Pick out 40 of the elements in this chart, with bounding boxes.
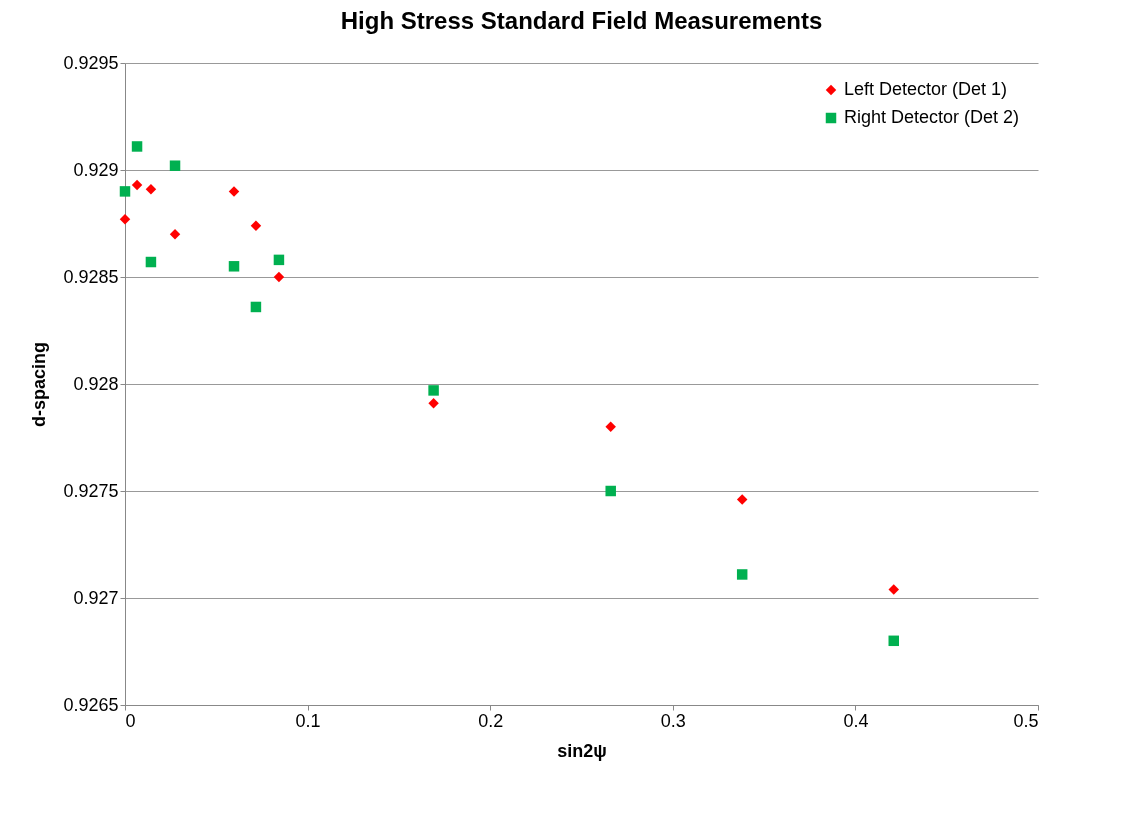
point: [169, 228, 181, 240]
y-tick-label: 0.928: [73, 373, 119, 394]
point: [605, 421, 616, 433]
x-tick-label: 0.3: [660, 710, 686, 731]
x-tick-label: 0: [125, 710, 136, 731]
y-tick-label: 0.9285: [63, 266, 119, 287]
y-tick-label: 0.9275: [63, 480, 119, 501]
point: [228, 186, 240, 197]
x-tick-label: 0.5: [1013, 710, 1039, 731]
point: [169, 160, 181, 171]
x-tick-label: 0.1: [295, 710, 321, 731]
point: [273, 271, 285, 283]
point: [131, 141, 143, 152]
point: [250, 220, 262, 231]
point: [273, 254, 285, 266]
point: [145, 184, 157, 195]
x-axis-title: sin2ψ: [557, 740, 607, 761]
legend-label: Left Detector (Det 1): [844, 79, 1008, 99]
point: [736, 494, 748, 505]
y-tick-label: 0.9295: [63, 52, 119, 73]
point: [119, 213, 131, 225]
point: [145, 256, 157, 268]
x-tick-label: 0.2: [478, 710, 504, 731]
point: [131, 179, 143, 191]
point: [888, 635, 899, 647]
point: [428, 398, 439, 409]
point: [228, 261, 240, 272]
point: [736, 569, 748, 580]
point: [119, 186, 131, 197]
x-tick-label: 0.4: [843, 710, 869, 731]
y-tick-label: 0.927: [73, 587, 119, 608]
point: [250, 301, 262, 313]
y-tick-label: 0.929: [73, 159, 119, 180]
y-tick-label: 0.9265: [63, 694, 119, 715]
point: [428, 385, 439, 396]
y-axis-title: d-spacing: [29, 341, 50, 428]
chart-title: High Stress Standard Field Measurements: [340, 7, 823, 34]
legend-label: Right Detector (Det 2): [844, 107, 1020, 127]
point: [605, 485, 616, 497]
point: [888, 584, 899, 595]
